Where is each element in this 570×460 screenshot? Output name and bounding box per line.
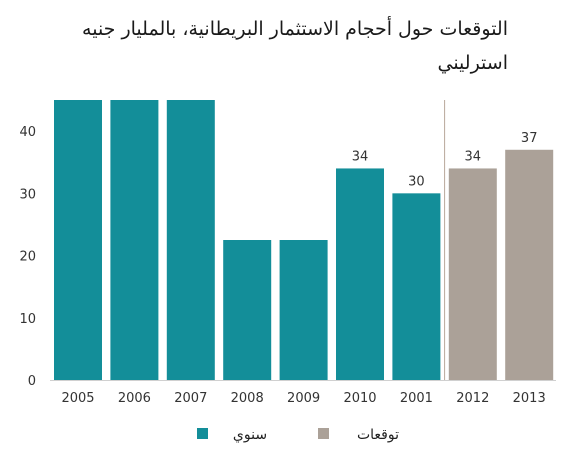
y-tick-label: 20	[19, 250, 36, 265]
bar-2013	[505, 149, 554, 380]
data-label: 34	[465, 149, 482, 164]
x-tick-label: 2010	[343, 391, 376, 406]
bar-2012	[448, 168, 497, 380]
bar-2001	[392, 193, 441, 380]
bar-2006	[110, 100, 159, 380]
legend-swatch-annual	[197, 428, 208, 439]
legend-label-forecast: توقعات	[357, 427, 399, 443]
bar-2007	[166, 100, 215, 380]
x-tick-label: 2012	[456, 391, 489, 406]
data-label: 30	[408, 174, 425, 189]
x-axis: 2005 2006 2007 2008 2009 2010 2001 2012 2013	[50, 380, 556, 406]
bar-2009	[279, 240, 328, 380]
y-tick-label: 10	[19, 312, 36, 327]
legend: سنوي توقعات	[197, 427, 399, 443]
x-tick-label: 2005	[61, 391, 94, 406]
x-tick-label: 2009	[287, 391, 320, 406]
x-tick-label: 2007	[174, 391, 207, 406]
x-tick-label: 2013	[513, 391, 546, 406]
x-tick-label: 2006	[118, 391, 151, 406]
x-tick-label: 2008	[231, 391, 264, 406]
legend-label-annual: سنوي	[233, 427, 267, 443]
bar-2010	[336, 168, 384, 380]
y-tick-label: 40	[19, 125, 36, 140]
data-label: 37	[521, 131, 538, 146]
legend-swatch-forecast	[318, 428, 329, 439]
y-tick-label: 0	[28, 374, 36, 389]
bar-2008	[223, 240, 272, 380]
x-tick-label: 2001	[400, 391, 433, 406]
bars-group	[54, 100, 554, 380]
data-labels-group: 34 30 34 37	[352, 131, 538, 190]
data-label: 34	[352, 149, 369, 164]
y-tick-label: 30	[19, 187, 36, 202]
y-axis: 0 10 20 30 40	[19, 125, 36, 389]
chart-title: التوقعات حول أحجام الاستثمار البريطانية،…	[82, 18, 508, 74]
bar-2005	[54, 100, 102, 380]
